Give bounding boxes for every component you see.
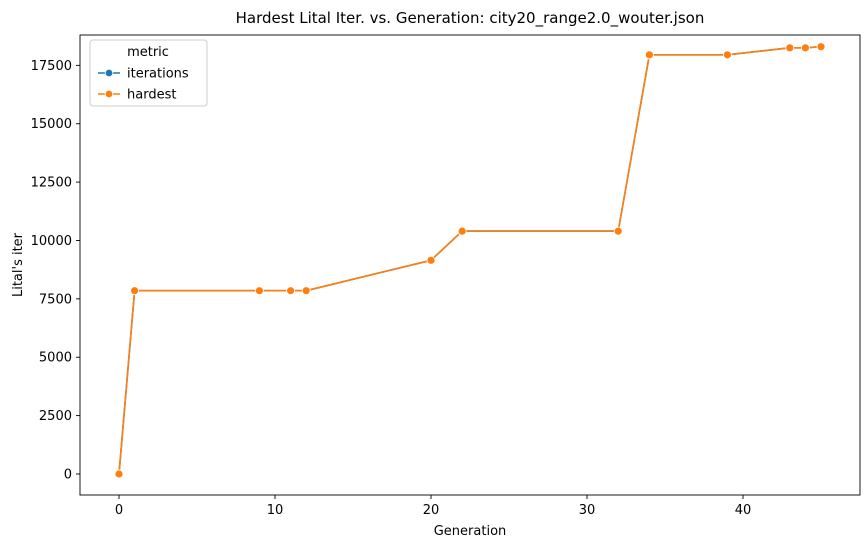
- x-axis-label: Generation: [434, 524, 507, 539]
- legend: metric iterations hardest: [89, 39, 208, 107]
- data-point-hardest: [816, 42, 826, 52]
- x-tick-label: 30: [579, 503, 596, 518]
- axes: 0 10 20 30 40 0 2500 5000 7500 10000 12500 15000 175…: [31, 34, 861, 518]
- y-tick-label: 12500: [31, 176, 72, 191]
- data-point-hardest: [785, 43, 795, 53]
- data-point-hardest: [457, 226, 467, 236]
- legend-marker-iterations: [104, 68, 114, 78]
- data-point-hardest: [254, 286, 264, 296]
- data-point-hardest: [801, 43, 810, 53]
- chart-title: Hardest Lital Iter. vs. Generation: city…: [236, 9, 705, 28]
- data-point-hardest: [426, 255, 436, 265]
- y-tick-label: 17500: [31, 59, 72, 74]
- data-point-hardest: [114, 469, 124, 479]
- y-tick-label: 2500: [39, 409, 72, 424]
- plot-frame: [79, 34, 861, 496]
- y-tick-label: 10000: [31, 234, 72, 249]
- x-tick-label: 10: [267, 503, 284, 518]
- legend-title: metric: [127, 45, 169, 60]
- legend-marker-hardest: [104, 89, 114, 99]
- x-tick-label: 0: [115, 503, 123, 518]
- data-point-hardest: [130, 286, 140, 296]
- x-tick-label: 40: [735, 503, 752, 518]
- data-point-hardest: [286, 286, 296, 296]
- series-line-iterations: [118, 45, 822, 475]
- y-axis-label: Lital's iter: [11, 232, 26, 297]
- legend-label-hardest: hardest: [127, 88, 176, 103]
- plot-area: [114, 42, 826, 479]
- y-tick-label: 5000: [39, 351, 72, 366]
- data-point-hardest: [645, 50, 654, 60]
- x-tick-label: 20: [423, 503, 440, 518]
- legend-label-iterations: iterations: [127, 67, 189, 82]
- legend-box: [89, 39, 208, 107]
- y-tick-label: 15000: [31, 117, 72, 132]
- data-point-hardest: [301, 286, 311, 296]
- data-point-hardest: [723, 50, 732, 60]
- series-line-hardest: [118, 45, 822, 475]
- y-tick-label: 7500: [39, 292, 72, 307]
- data-point-hardest: [613, 226, 623, 236]
- y-tick-label: 0: [64, 467, 72, 482]
